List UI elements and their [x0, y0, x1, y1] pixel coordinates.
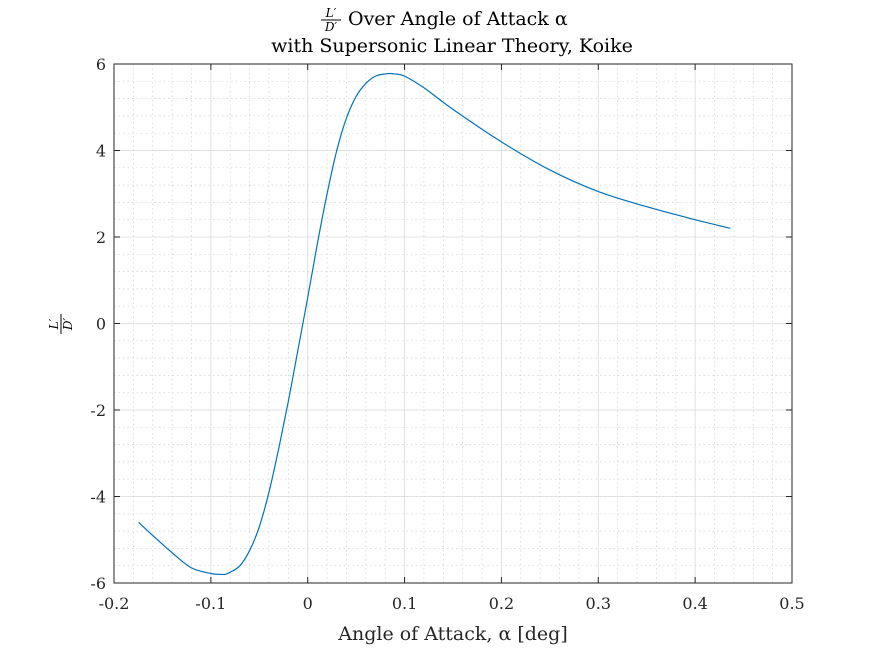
x-tick-label: -0.1	[195, 594, 226, 613]
y-tick-label: 4	[96, 142, 106, 161]
series-layer	[138, 72, 731, 576]
x-axis-label: Angle of Attack, α [deg]	[337, 623, 567, 645]
y-tick-label: -6	[90, 574, 106, 593]
x-tick-label: 0	[303, 594, 313, 613]
title-line-2: with Supersonic Linear Theory, Koike	[271, 35, 633, 57]
x-tick-labels: -0.2 -0.1 0 0.1 0.2 0.3 0.4 0.5	[99, 594, 805, 613]
y-tick-label: 6	[96, 55, 106, 74]
title-fraction-numerator: L′	[325, 6, 337, 20]
y-tick-labels: -6 -4 -2 0 2 4 6	[90, 55, 106, 593]
x-tick-label: 0.3	[586, 594, 611, 613]
series-line-0	[138, 72, 731, 576]
chart-title: L′ D′ Over Angle of Attack α with Supers…	[271, 6, 633, 57]
x-tick-label: 0.5	[779, 594, 804, 613]
y-tick-label: -2	[90, 401, 106, 420]
y-label-numerator: L′	[47, 318, 61, 330]
title-line-1: Over Angle of Attack α	[348, 8, 568, 30]
title-fraction-denominator: D′	[324, 20, 338, 34]
y-tick-label: 0	[96, 315, 106, 334]
x-tick-label: 0.2	[489, 594, 514, 613]
x-tick-label: 0.4	[682, 594, 707, 613]
y-tick-label: 2	[96, 228, 106, 247]
y-axis-label: L′ D′	[47, 314, 75, 334]
x-tick-label: -0.2	[99, 594, 130, 613]
x-tick-label: 0.1	[392, 594, 417, 613]
y-label-denominator: D′	[61, 318, 75, 332]
y-tick-label: -4	[90, 488, 106, 507]
axis-ticks	[113, 63, 793, 584]
